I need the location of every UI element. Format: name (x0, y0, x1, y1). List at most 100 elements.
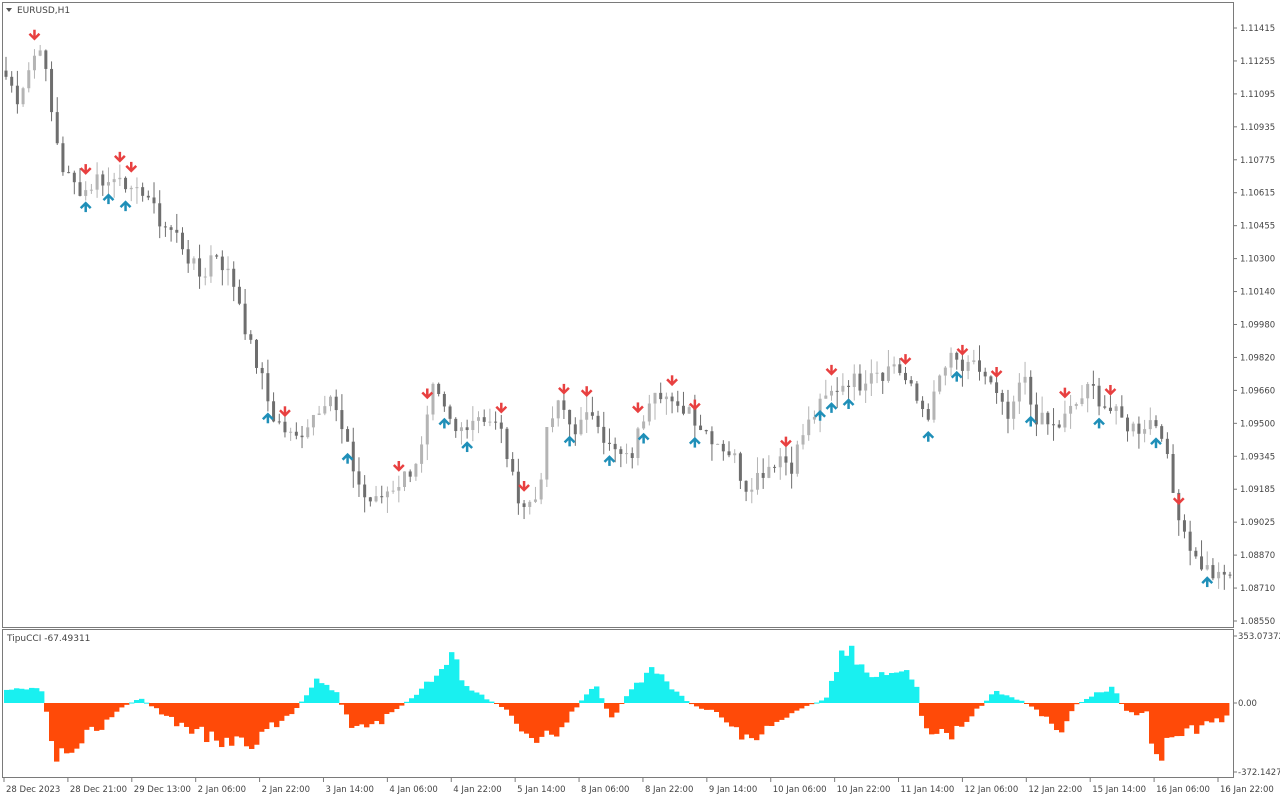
candle-body (1080, 398, 1084, 405)
price-tick-label: 1.08870 (1240, 551, 1275, 561)
candle-body (437, 383, 441, 394)
candle-body (516, 471, 520, 504)
cci-bar (989, 694, 995, 703)
time-tick-label: 4 Jan 06:00 (389, 785, 437, 795)
cci-bar (1094, 692, 1100, 703)
candle-body (978, 360, 982, 372)
candle-body (812, 416, 816, 420)
candle-body (1171, 454, 1175, 493)
triangle-down-icon[interactable] (6, 8, 12, 12)
candle-body (539, 479, 543, 500)
cci-bar (324, 684, 330, 703)
candle-body (613, 443, 617, 450)
time-tick-label: 10 Jan 06:00 (773, 785, 827, 795)
candle-body (585, 412, 589, 420)
candle-body (425, 414, 429, 445)
candle-body (818, 398, 822, 417)
cci-bar (74, 703, 80, 749)
candle-body (807, 419, 811, 436)
buy-arrow-head (563, 435, 576, 444)
cci-bar (699, 703, 705, 709)
buy-arrow-icon (922, 430, 935, 442)
price-tick-label: 1.08550 (1240, 617, 1275, 627)
cci-bar (104, 703, 110, 720)
candle-body (1114, 406, 1118, 411)
candle-body (403, 471, 407, 487)
cci-bar (734, 703, 740, 728)
cci-bar (954, 703, 960, 726)
cci-bar (1184, 703, 1190, 729)
time-tick-label: 4 Jan 22:00 (453, 785, 501, 795)
price-tick-label: 1.08710 (1240, 584, 1275, 594)
cci-bar (659, 674, 665, 703)
cci-bar (69, 703, 75, 753)
candle-body (459, 427, 463, 432)
cci-bar (129, 702, 135, 704)
cci-bar (899, 671, 905, 703)
candle-body (1091, 384, 1095, 386)
cci-bar (979, 703, 985, 706)
time-tick-label: 16 Jan 22:00 (1220, 785, 1274, 795)
sell-arrow-head (632, 405, 644, 414)
cci-bar (574, 703, 580, 708)
buy-arrow-head (688, 436, 701, 445)
price-tick-label: 1.10300 (1240, 255, 1275, 265)
sell-arrow-head (899, 357, 912, 365)
buy-arrow-head (1093, 417, 1105, 426)
candle-body (1182, 520, 1186, 532)
cci-bar (319, 683, 325, 703)
cci-bar (1014, 699, 1020, 703)
cci-bar (369, 703, 375, 725)
cci-bar (279, 703, 285, 721)
price-tick-label: 1.09980 (1240, 321, 1275, 331)
cci-bar (59, 703, 65, 749)
cci-bar (984, 700, 990, 703)
cci-bar (514, 703, 520, 724)
sell-arrow-head (125, 165, 138, 173)
candle-body (38, 50, 42, 56)
sell-arrow-icon (956, 344, 969, 356)
cci-bar (1214, 703, 1220, 719)
candle-body (727, 451, 731, 456)
cci-bar (99, 703, 105, 730)
time-tick-label: 8 Jan 22:00 (645, 785, 693, 795)
candle-body (198, 258, 202, 277)
candle-body (482, 417, 486, 422)
cci-bar (479, 694, 485, 703)
cci-bar (209, 703, 215, 732)
cci-bar (824, 697, 830, 703)
sell-arrow-head (495, 405, 508, 414)
cci-bar (184, 703, 190, 727)
candle-body (630, 453, 634, 458)
candle-body (1228, 574, 1232, 576)
candle-body (960, 359, 964, 371)
cci-bar (1119, 703, 1125, 704)
buy-arrow-head (814, 409, 826, 418)
cci-bar (149, 703, 155, 707)
cci-bar (1139, 703, 1145, 713)
candle-body (209, 255, 213, 277)
candle-body (1120, 406, 1124, 418)
cci-bar (169, 703, 175, 717)
cci-bar (799, 703, 805, 709)
cci-bar (419, 688, 425, 703)
cci-bar (394, 703, 400, 710)
candle-body (596, 415, 600, 427)
sell-arrow-head (558, 387, 570, 395)
candle-body (505, 428, 509, 460)
time-tick-label: 3 Jan 14:00 (325, 785, 373, 795)
cci-bar (339, 703, 345, 705)
candle-body (1200, 556, 1204, 570)
sell-arrow-head (421, 391, 434, 400)
candle-body (15, 85, 19, 105)
candle-body (955, 352, 959, 360)
buy-arrow-head (79, 201, 92, 209)
candle-body (397, 486, 401, 491)
cci-bar (244, 703, 250, 747)
candle-body (829, 390, 833, 396)
candle-body (1108, 407, 1112, 411)
cci-bar (34, 688, 40, 703)
cci-bar (114, 703, 120, 712)
buy-arrow-head (438, 417, 451, 426)
